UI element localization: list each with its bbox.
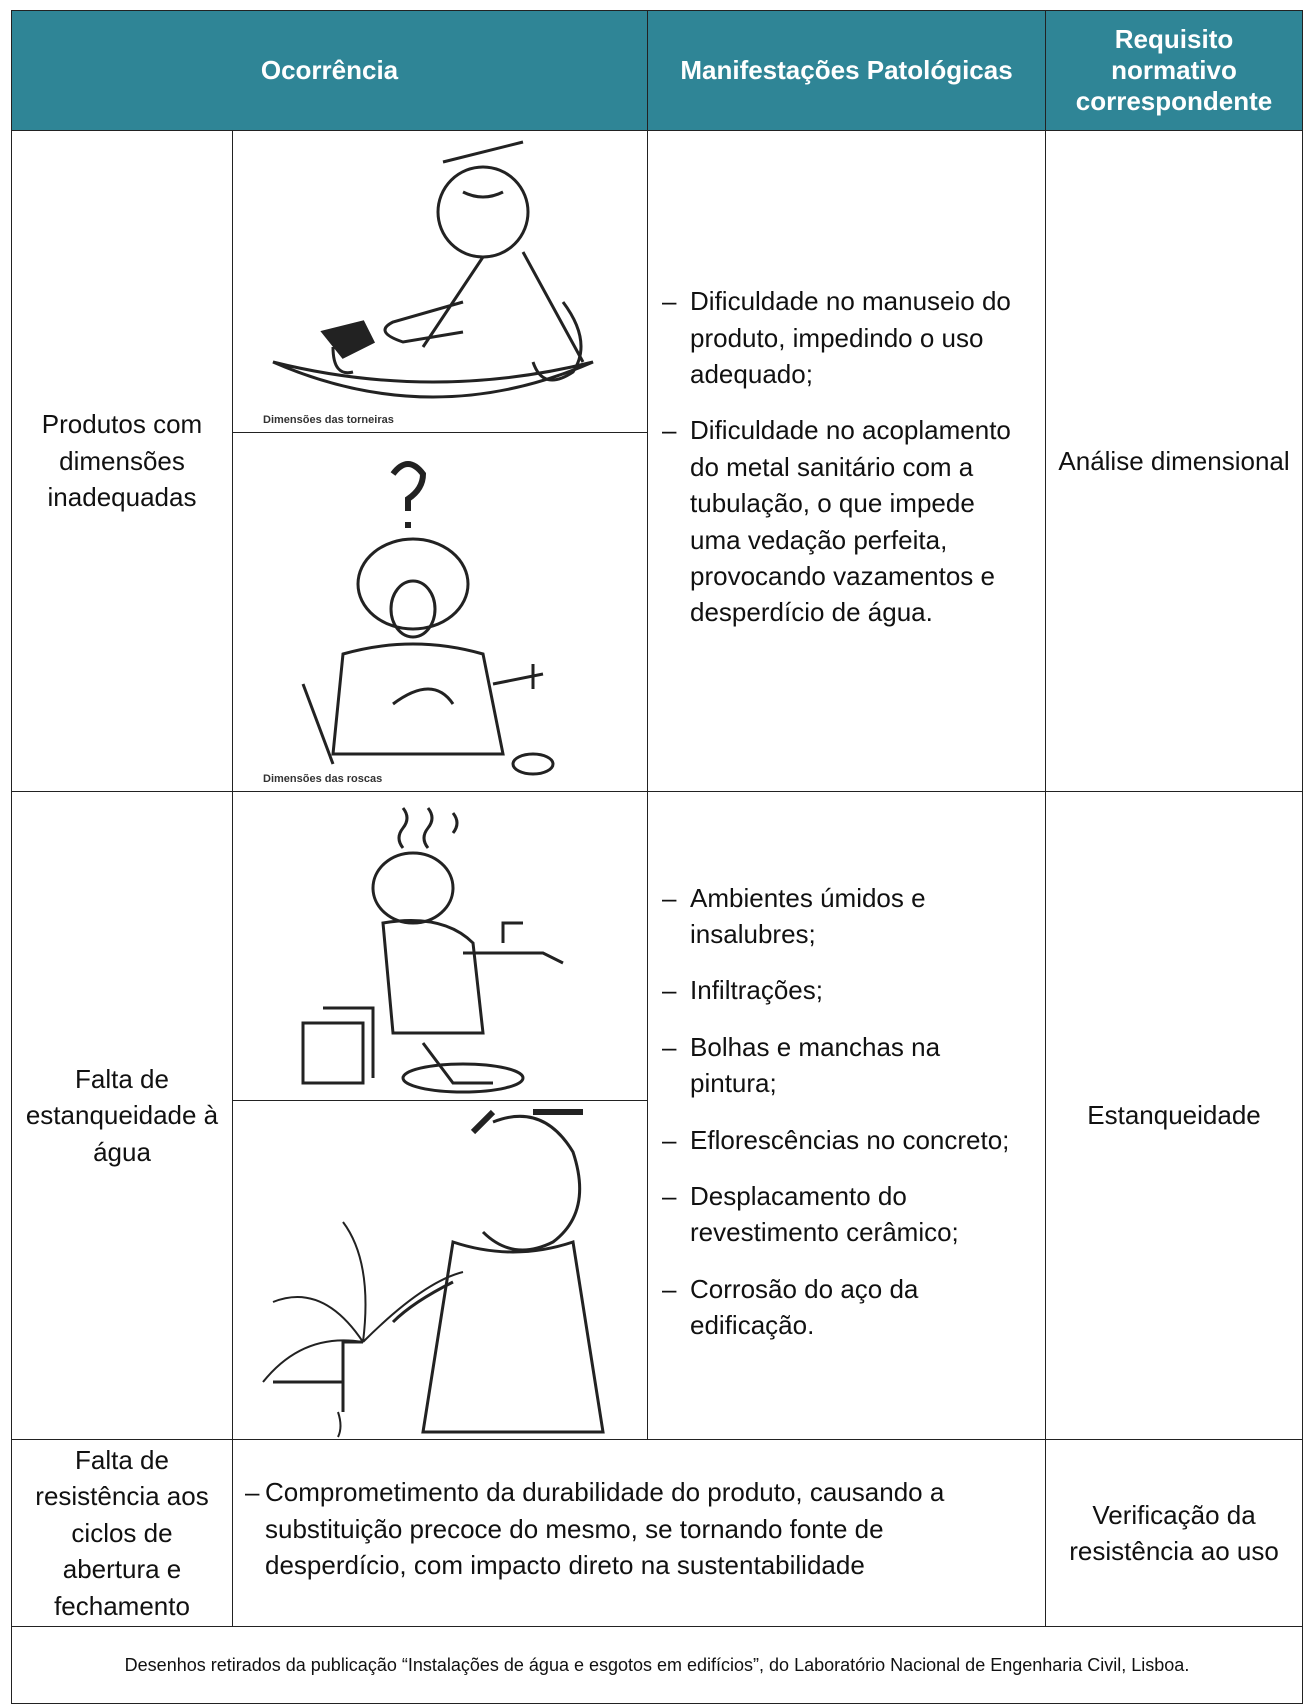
- drawing: [301, 806, 564, 1093]
- list-item: – Dificuldade no manuseio do produto, imp…: [662, 283, 1031, 392]
- image-cell: Dimensões das roscas: [231, 432, 649, 792]
- list-marker: –: [662, 286, 677, 317]
- list-text: Eflorescências no concreto;: [690, 1124, 1010, 1155]
- list-marker: –: [245, 1477, 260, 1508]
- list-item: – Dificuldade no acoplamento do metal san…: [662, 412, 1031, 630]
- list-marker: –: [662, 975, 677, 1006]
- header-text: Ocorrência: [260, 54, 399, 85]
- list-marker: –: [662, 1273, 677, 1304]
- image-caption: Dimensões das roscas: [263, 773, 383, 785]
- list-text: Infiltrações;: [690, 975, 823, 1006]
- list-marker: –: [662, 882, 677, 913]
- requirement: Análise dimensional: [1045, 130, 1304, 792]
- list-marker: –: [662, 415, 677, 446]
- row: Falta de resistência aos ciclos de abert…: [11, 1439, 1304, 1627]
- list-item: – Bolhas e manchas na pintura;: [662, 1029, 1031, 1102]
- manifestations: – Dificuldade no manuseio do produto, imp…: [647, 130, 1047, 792]
- manifestations: – Comprometimento da durabilidade do prod…: [231, 1439, 1047, 1627]
- image-cell: Dimensões das torneiras: [231, 130, 649, 433]
- list: – Comprometimento da durabilidade do prod…: [233, 1474, 1045, 1583]
- row: Falta de estanqueidade à água – Ambientes…: [11, 791, 1304, 1440]
- list-item: – Corrosão do aço da edificação.: [662, 1271, 1031, 1344]
- row: [12, 1100, 1303, 1440]
- list-item: – Desplacamento do revestimento cerâmico;: [662, 1178, 1031, 1251]
- header-cell: Ocorrência: [10, 10, 649, 131]
- list-marker: –: [662, 1124, 677, 1155]
- list-text: Desplacamento do revestimento cerâmico;: [690, 1180, 959, 1248]
- list-text: Comprometimento da durabilidade do produ…: [265, 1477, 945, 1581]
- list-text: Ambientes úmidos e insalubres;: [690, 882, 926, 949]
- list-text: Corrosão do aço da edificação.: [690, 1273, 919, 1341]
- requirement: Estanqueidade: [1045, 791, 1304, 1440]
- row: Produtos com dimensões inadequadas Dimen…: [11, 130, 1304, 792]
- list: – Dificuldade no manuseio do produto, imp…: [648, 283, 1045, 631]
- image-caption: Dimensões das torneiras: [263, 414, 394, 426]
- drawing: [262, 1108, 605, 1437]
- drawing: [272, 140, 594, 398]
- list-item: – Infiltrações;: [662, 972, 1031, 1008]
- manifestations: – Ambientes úmidos e insalubres; – Infiltra…: [647, 791, 1047, 1440]
- occurrence: Falta de resistência aos ciclos de abert…: [11, 1439, 233, 1627]
- header-cell: Requisito normativo correspondente: [1045, 10, 1304, 131]
- table: Ocorrência Manifestações Patológicas Req…: [10, 10, 1304, 1704]
- list-item: – Comprometimento da durabilidade do prod…: [245, 1474, 1031, 1583]
- list-text: Dificuldade no acoplamento do metal sani…: [690, 415, 1011, 628]
- occurrence: Produtos com dimensões inadequadas: [11, 130, 233, 792]
- list: – Ambientes úmidos e insalubres; – Infiltra…: [648, 880, 1045, 1344]
- occurrence: Falta de estanqueidade à água: [11, 791, 233, 1440]
- list-text: Bolhas e manchas na pintura;: [690, 1031, 941, 1099]
- list-marker: –: [662, 1180, 677, 1211]
- image-cell: [231, 791, 649, 1101]
- list-text: Dificuldade no manuseio do produto, impe…: [690, 286, 1011, 390]
- list-item: – Eflorescências no concreto;: [662, 1122, 1031, 1158]
- footer-row: Desenhos retirados da publicação “Instal…: [10, 1626, 1304, 1704]
- list-marker: –: [662, 1031, 677, 1062]
- header-text: Requisito normativo correspondente: [1075, 23, 1273, 117]
- list-item: – Ambientes úmidos e insalubres;: [662, 880, 1031, 953]
- header-row: Ocorrência Manifestações Patológicas Req…: [10, 10, 1304, 131]
- image-cell: [231, 1100, 649, 1440]
- header-cell: Manifestações Patológicas: [647, 10, 1047, 131]
- requirement: Verificação da resistência ao uso: [1045, 1439, 1304, 1627]
- row: Dimensões das roscas: [12, 432, 1303, 792]
- drawing: [301, 460, 555, 775]
- header-text: Manifestações Patológicas: [680, 54, 1013, 85]
- footer: Desenhos retirados da publicação “Instal…: [10, 1626, 1304, 1704]
